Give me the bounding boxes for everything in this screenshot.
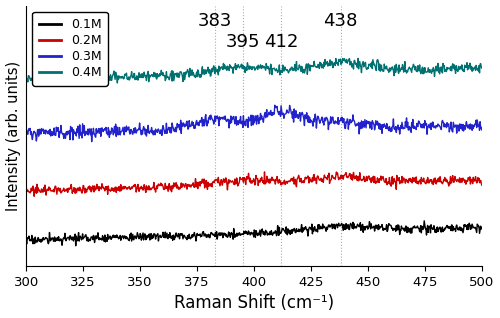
0.4M [114, 81, 120, 85]
0.4M [416, 63, 422, 67]
0.3M [479, 128, 485, 132]
0.1M [23, 238, 29, 241]
0.4M [300, 67, 306, 71]
0.2M [52, 186, 58, 190]
0.4M [23, 75, 29, 79]
0.1M [51, 239, 57, 243]
Line: 0.1M: 0.1M [26, 221, 482, 246]
0.1M [421, 219, 427, 223]
0.4M [314, 66, 320, 69]
0.1M [72, 244, 78, 248]
0.1M [479, 226, 485, 230]
0.4M [370, 58, 376, 62]
0.2M [289, 178, 295, 182]
0.2M [262, 170, 268, 174]
0.2M [370, 179, 376, 183]
0.1M [300, 229, 306, 233]
0.3M [88, 140, 94, 143]
0.2M [23, 185, 29, 189]
0.3M [370, 120, 376, 124]
Text: 438: 438 [324, 12, 358, 30]
0.1M [416, 227, 422, 231]
Text: 383: 383 [198, 12, 232, 30]
Text: 395: 395 [226, 33, 260, 51]
Legend: 0.1M, 0.2M, 0.3M, 0.4M: 0.1M, 0.2M, 0.3M, 0.4M [32, 12, 108, 86]
0.3M [23, 128, 29, 132]
0.4M [288, 66, 294, 69]
Line: 0.3M: 0.3M [26, 105, 482, 142]
0.2M [479, 183, 485, 187]
0.4M [479, 66, 485, 70]
0.3M [51, 126, 57, 130]
Y-axis label: Intensity (arb. units): Intensity (arb. units) [6, 61, 20, 211]
0.1M [370, 226, 376, 230]
0.3M [289, 112, 295, 115]
0.4M [355, 57, 361, 60]
0.3M [314, 114, 320, 118]
Line: 0.4M: 0.4M [26, 59, 482, 83]
0.3M [416, 121, 422, 125]
0.2M [31, 194, 37, 198]
0.2M [314, 174, 320, 178]
Line: 0.2M: 0.2M [26, 172, 482, 196]
0.2M [301, 181, 307, 184]
0.1M [288, 228, 294, 232]
X-axis label: Raman Shift (cm⁻¹): Raman Shift (cm⁻¹) [174, 294, 334, 313]
Text: 412: 412 [264, 33, 298, 51]
0.1M [314, 227, 320, 231]
0.2M [416, 178, 422, 182]
0.3M [301, 117, 307, 121]
0.3M [272, 103, 278, 107]
0.4M [51, 71, 57, 75]
